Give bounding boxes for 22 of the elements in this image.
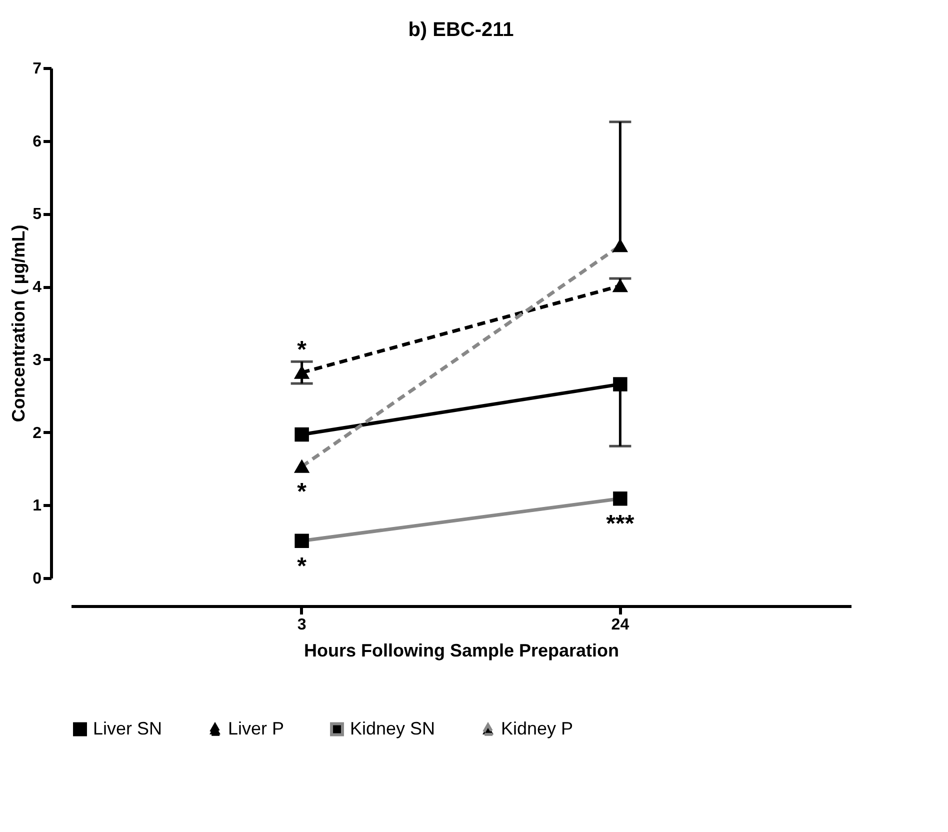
legend-label: Liver SN <box>93 718 162 738</box>
y-tick-label: 0 <box>32 570 42 588</box>
point <box>613 377 628 392</box>
y-axis-title: Concentration ( µg/mL) <box>8 224 29 422</box>
y-tick-label: 3 <box>32 352 42 369</box>
y-tick-label: 1 <box>32 498 42 515</box>
y-tick-label: 6 <box>32 133 42 150</box>
y-tick-label: 4 <box>32 279 42 296</box>
annotation: * <box>297 478 308 506</box>
legend-label: Kidney SN <box>350 718 436 738</box>
y-tick-label: 5 <box>32 206 42 224</box>
y-tick-label: 2 <box>32 424 42 442</box>
legend-label: Kidney P <box>501 718 574 739</box>
annotation: *** <box>606 510 635 538</box>
y-tick-label: 7 <box>32 60 42 78</box>
point <box>294 427 309 442</box>
x-tick-label: 24 <box>611 616 630 634</box>
chart-title: b) EBC-211 <box>408 19 514 41</box>
legend-label: Liver P <box>228 718 284 739</box>
annotation: * <box>297 552 308 580</box>
annotation: * <box>297 336 308 364</box>
x-axis-title: Hours Following Sample Preparation <box>304 640 620 660</box>
